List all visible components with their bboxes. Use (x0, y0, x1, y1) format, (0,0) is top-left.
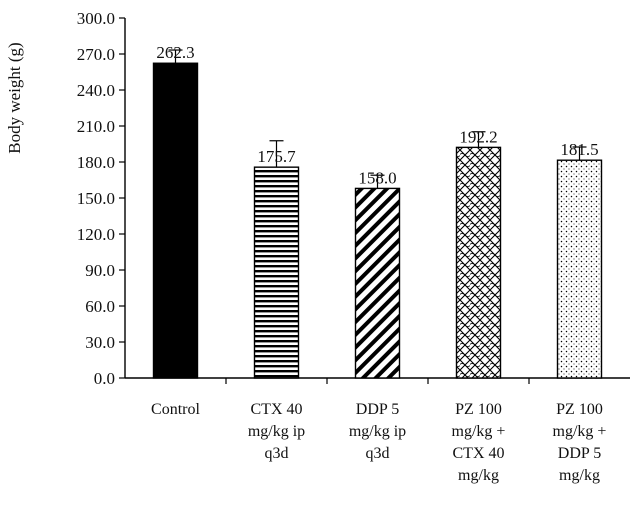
x-category-label-line: mg/kg ip (248, 423, 305, 440)
y-tick-label: 120.0 (77, 225, 115, 244)
x-category-label-line: DDP 5 (558, 445, 601, 462)
bar (354, 187, 401, 379)
bars (152, 49, 603, 379)
x-category-label-line: mg/kg (559, 467, 600, 484)
y-tick-label: 180.0 (77, 153, 115, 172)
y-tick-label: 60.0 (85, 297, 115, 316)
x-category-label-line: PZ 100 (455, 401, 502, 418)
labels: 0.0 30.0 60.0 90.0 120.0 150.0 180.0 210.0 240.0… (77, 9, 607, 484)
x-category-label-line: q3d (366, 445, 390, 462)
x-category-label-line: PZ 100 (556, 401, 603, 418)
y-tick-label: 210.0 (77, 117, 115, 136)
value-label: 175.7 (257, 147, 296, 166)
y-tick-label: 90.0 (85, 261, 115, 280)
y-axis-title: Body weight (g) (5, 42, 24, 153)
bar (253, 166, 300, 379)
y-tick-label: 150.0 (77, 189, 115, 208)
x-category-label-line: mg/kg + (553, 423, 607, 440)
x-category-label-line: mg/kg ip (349, 423, 406, 440)
y-tick-label: 270.0 (77, 45, 115, 64)
y-tick-label: 300.0 (77, 9, 115, 28)
value-label: 181.5 (560, 140, 598, 159)
x-category-label-line: mg/kg (458, 467, 499, 484)
y-tick-label: 0.0 (94, 369, 115, 388)
x-category-label-line: CTX 40 (453, 445, 505, 462)
x-category-label: DDP 5 mg/kg ip q3d (349, 401, 406, 462)
axes (119, 17, 630, 384)
bar (556, 159, 603, 379)
value-label: 262.3 (156, 43, 194, 62)
y-tick-label: 240.0 (77, 81, 115, 100)
x-category-label: PZ 100 mg/kg + DDP 5 mg/kg (553, 401, 607, 484)
x-category-label-line: Control (151, 401, 200, 418)
value-label: 192.2 (459, 127, 497, 146)
bar (152, 62, 199, 379)
x-category-label: CTX 40 mg/kg ip q3d (248, 401, 305, 462)
x-category-label-line: CTX 40 (251, 401, 303, 418)
x-category-label-line: mg/kg + (452, 423, 506, 440)
x-category-label: Control (151, 401, 200, 418)
x-category-label-line: DDP 5 (356, 401, 399, 418)
x-category-label-line: q3d (265, 445, 289, 462)
y-tick-label: 30.0 (85, 333, 115, 352)
x-category-label: PZ 100 mg/kg + CTX 40 mg/kg (452, 401, 506, 484)
value-label: 158.0 (358, 168, 396, 187)
bar (455, 146, 502, 379)
